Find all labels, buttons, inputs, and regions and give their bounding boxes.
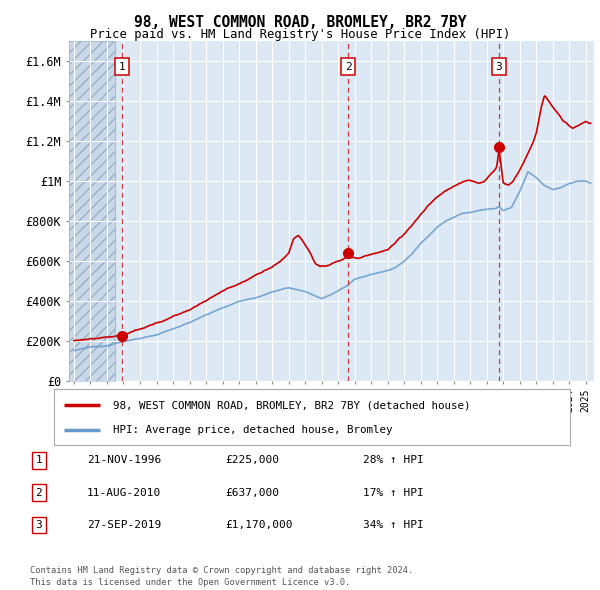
Text: 2: 2 (35, 488, 43, 497)
Text: £225,000: £225,000 (225, 455, 279, 465)
Text: 28% ↑ HPI: 28% ↑ HPI (363, 455, 424, 465)
Text: 3: 3 (35, 520, 43, 530)
Text: 27-SEP-2019: 27-SEP-2019 (87, 520, 161, 530)
Text: £1,170,000: £1,170,000 (225, 520, 293, 530)
Text: 3: 3 (496, 62, 502, 72)
Text: 17% ↑ HPI: 17% ↑ HPI (363, 488, 424, 497)
Text: Price paid vs. HM Land Registry's House Price Index (HPI): Price paid vs. HM Land Registry's House … (90, 28, 510, 41)
Text: 2: 2 (344, 62, 352, 72)
Text: £637,000: £637,000 (225, 488, 279, 497)
Text: 11-AUG-2010: 11-AUG-2010 (87, 488, 161, 497)
Text: 1: 1 (35, 455, 43, 465)
Text: 1: 1 (118, 62, 125, 72)
Text: 98, WEST COMMON ROAD, BROMLEY, BR2 7BY: 98, WEST COMMON ROAD, BROMLEY, BR2 7BY (134, 15, 466, 30)
Text: 21-NOV-1996: 21-NOV-1996 (87, 455, 161, 465)
Text: Contains HM Land Registry data © Crown copyright and database right 2024.
This d: Contains HM Land Registry data © Crown c… (30, 566, 413, 587)
Text: HPI: Average price, detached house, Bromley: HPI: Average price, detached house, Brom… (113, 425, 393, 435)
Text: 98, WEST COMMON ROAD, BROMLEY, BR2 7BY (detached house): 98, WEST COMMON ROAD, BROMLEY, BR2 7BY (… (113, 400, 471, 410)
Text: 34% ↑ HPI: 34% ↑ HPI (363, 520, 424, 530)
